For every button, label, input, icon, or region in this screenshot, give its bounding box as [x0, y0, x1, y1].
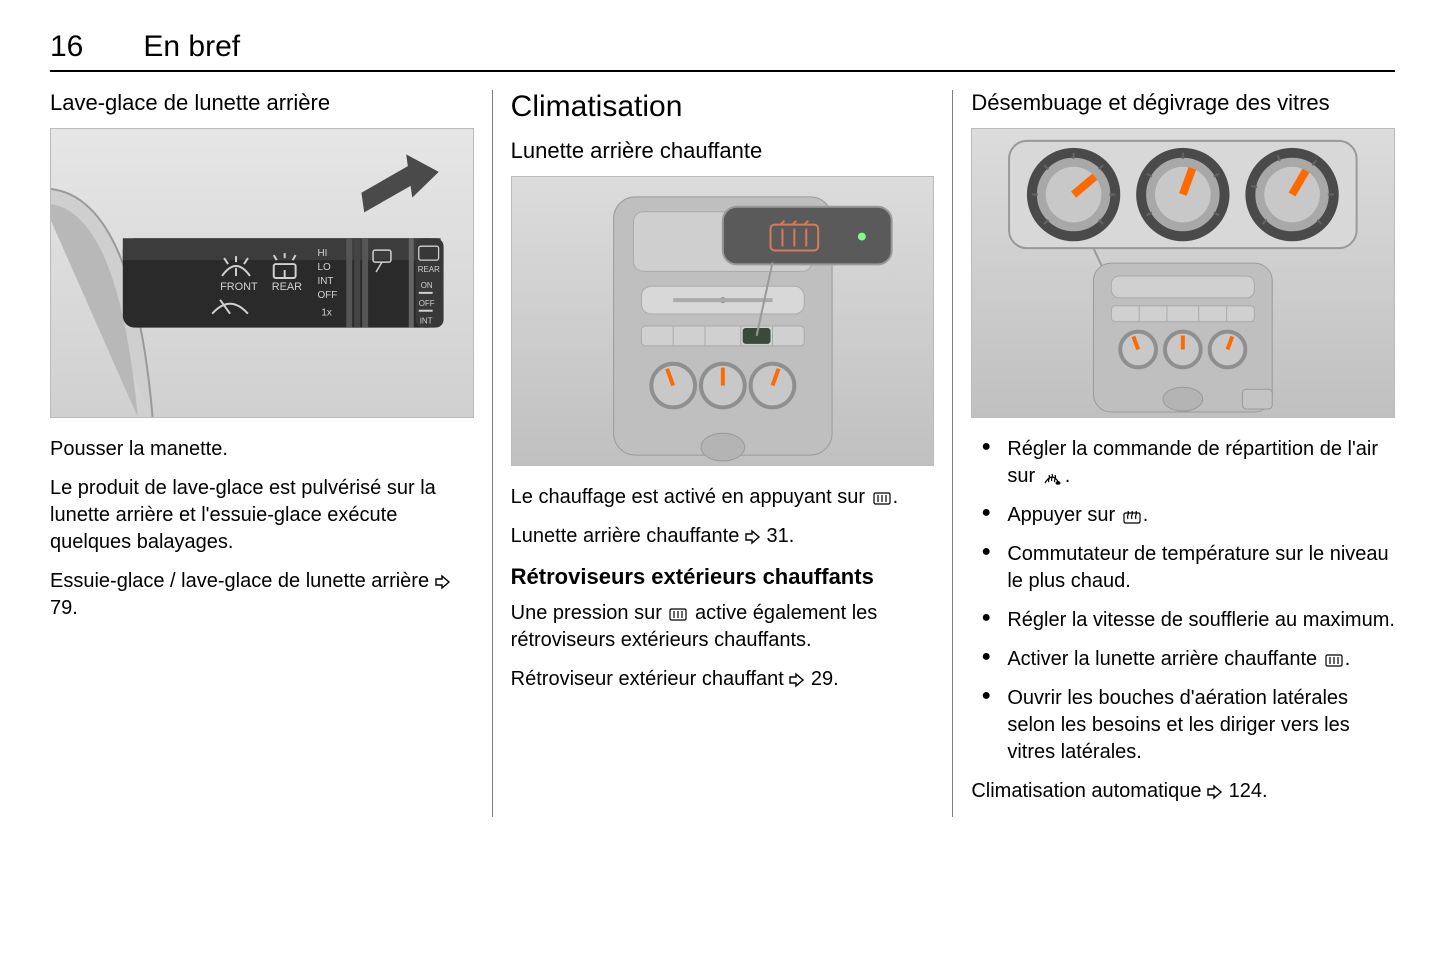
figure-wiper-stalk: FRONT REAR HI LO INT OFF 1x [50, 128, 474, 418]
page-ref-arrow-icon [435, 574, 451, 590]
page-header: 16 En bref [50, 30, 1395, 72]
header-section-title: En bref [143, 30, 240, 64]
col1-p2: Le produit de lave-glace est pulvérisé s… [50, 475, 474, 556]
svg-text:INT: INT [317, 276, 333, 287]
bullet-text-a: Régler la commande de répartition de l'a… [1007, 438, 1378, 487]
page-ref-arrow-icon [1207, 784, 1223, 800]
col2-p2-b: 31. [761, 525, 794, 547]
svg-text:OFF: OFF [419, 299, 435, 308]
bullet-text-a: Régler la vitesse de soufflerie au maxim… [1007, 609, 1395, 631]
bullet-text-a: Appuyer sur [1007, 504, 1120, 526]
col2-p2: Lunette arrière chauffante 31. [511, 523, 935, 550]
col2-p4: Rétroviseur extérieur chauffant 29. [511, 666, 935, 693]
list-item: Régler la vitesse de soufflerie au maxim… [971, 607, 1395, 634]
bullet-text-b: . [1345, 648, 1351, 670]
defrost-rear-icon [1325, 652, 1343, 668]
defrost-rear-icon [669, 606, 687, 622]
svg-text:LO: LO [317, 262, 331, 273]
bullet-text-b: . [1065, 465, 1071, 487]
col1-p1: Pousser la manette. [50, 436, 474, 463]
col2-p1-a: Le chauffage est activé en appuyant sur [511, 486, 871, 508]
col2-p1-b: . [893, 486, 899, 508]
column-1: Lave-glace de lunette arrière [50, 90, 492, 817]
svg-text:FRONT: FRONT [220, 281, 258, 293]
column-3: Désembuage et dégivrage des vitres [953, 90, 1395, 817]
list-item: Ouvrir les bouches d'aération latérales … [971, 685, 1395, 766]
svg-text:1x: 1x [321, 308, 332, 319]
page-number: 16 [50, 30, 83, 64]
bullet-text-a: Ouvrir les bouches d'aération latérales … [1007, 687, 1349, 763]
col2-main-heading: Climatisation [511, 90, 935, 124]
col2-p4-a: Rétroviseur extérieur chauffant [511, 668, 790, 690]
col3-footer: Climatisation automatique 124. [971, 778, 1395, 805]
list-item: Appuyer sur . [971, 502, 1395, 529]
svg-text:REAR: REAR [418, 265, 440, 274]
col1-p3-text-a: Essuie-glace / lave-glace de lunette arr… [50, 570, 435, 592]
defrost-rear-wavy-icon [1123, 508, 1141, 524]
col1-p3-text-b: 79. [50, 597, 78, 619]
svg-text:ON: ON [421, 281, 433, 290]
svg-text:INT: INT [420, 317, 433, 326]
list-item: Commutateur de température sur le niveau… [971, 541, 1395, 595]
bullet-text-b: . [1143, 504, 1149, 526]
list-item: Activer la lunette arrière chauffante . [971, 646, 1395, 673]
bullet-text-a: Commutateur de température sur le niveau… [1007, 543, 1388, 592]
col2-sub-heading-1: Lunette arrière chauffante [511, 138, 935, 164]
col2-sub-heading-2: Rétroviseurs extérieurs chauffants [511, 564, 935, 590]
col3-heading: Désembuage et dégivrage des vitres [971, 90, 1395, 116]
bullet-text-a: Activer la lunette arrière chauffante [1007, 648, 1322, 670]
col2-p3-a: Une pression sur [511, 602, 668, 624]
list-item: Régler la commande de répartition de l'a… [971, 436, 1395, 490]
defrost-front-icon [1043, 469, 1063, 485]
svg-text:HI: HI [317, 248, 327, 259]
col3-bullet-list: Régler la commande de répartition de l'a… [971, 436, 1395, 766]
three-column-layout: Lave-glace de lunette arrière [50, 90, 1395, 817]
col3-footer-a: Climatisation automatique [971, 780, 1207, 802]
page: 16 En bref Lave-glace de lunette arrière [0, 0, 1445, 847]
page-ref-arrow-icon [745, 529, 761, 545]
page-ref-arrow-icon [789, 672, 805, 688]
column-2: Climatisation Lunette arrière chauffante [493, 90, 953, 817]
svg-text:OFF: OFF [317, 290, 337, 301]
col1-p3: Essuie-glace / lave-glace de lunette arr… [50, 568, 474, 622]
col2-p2-a: Lunette arrière chauffante [511, 525, 745, 547]
figure-climate-dials [971, 128, 1395, 418]
col2-p4-b: 29. [805, 668, 838, 690]
col1-heading: Lave-glace de lunette arrière [50, 90, 474, 116]
col3-footer-b: 124. [1223, 780, 1267, 802]
figure-rear-defrost-button [511, 176, 935, 466]
col2-p3: Une pression sur active également les ré… [511, 600, 935, 654]
col2-p1: Le chauffage est activé en appuyant sur … [511, 484, 935, 511]
svg-text:REAR: REAR [272, 281, 302, 293]
defrost-rear-icon [873, 490, 891, 506]
